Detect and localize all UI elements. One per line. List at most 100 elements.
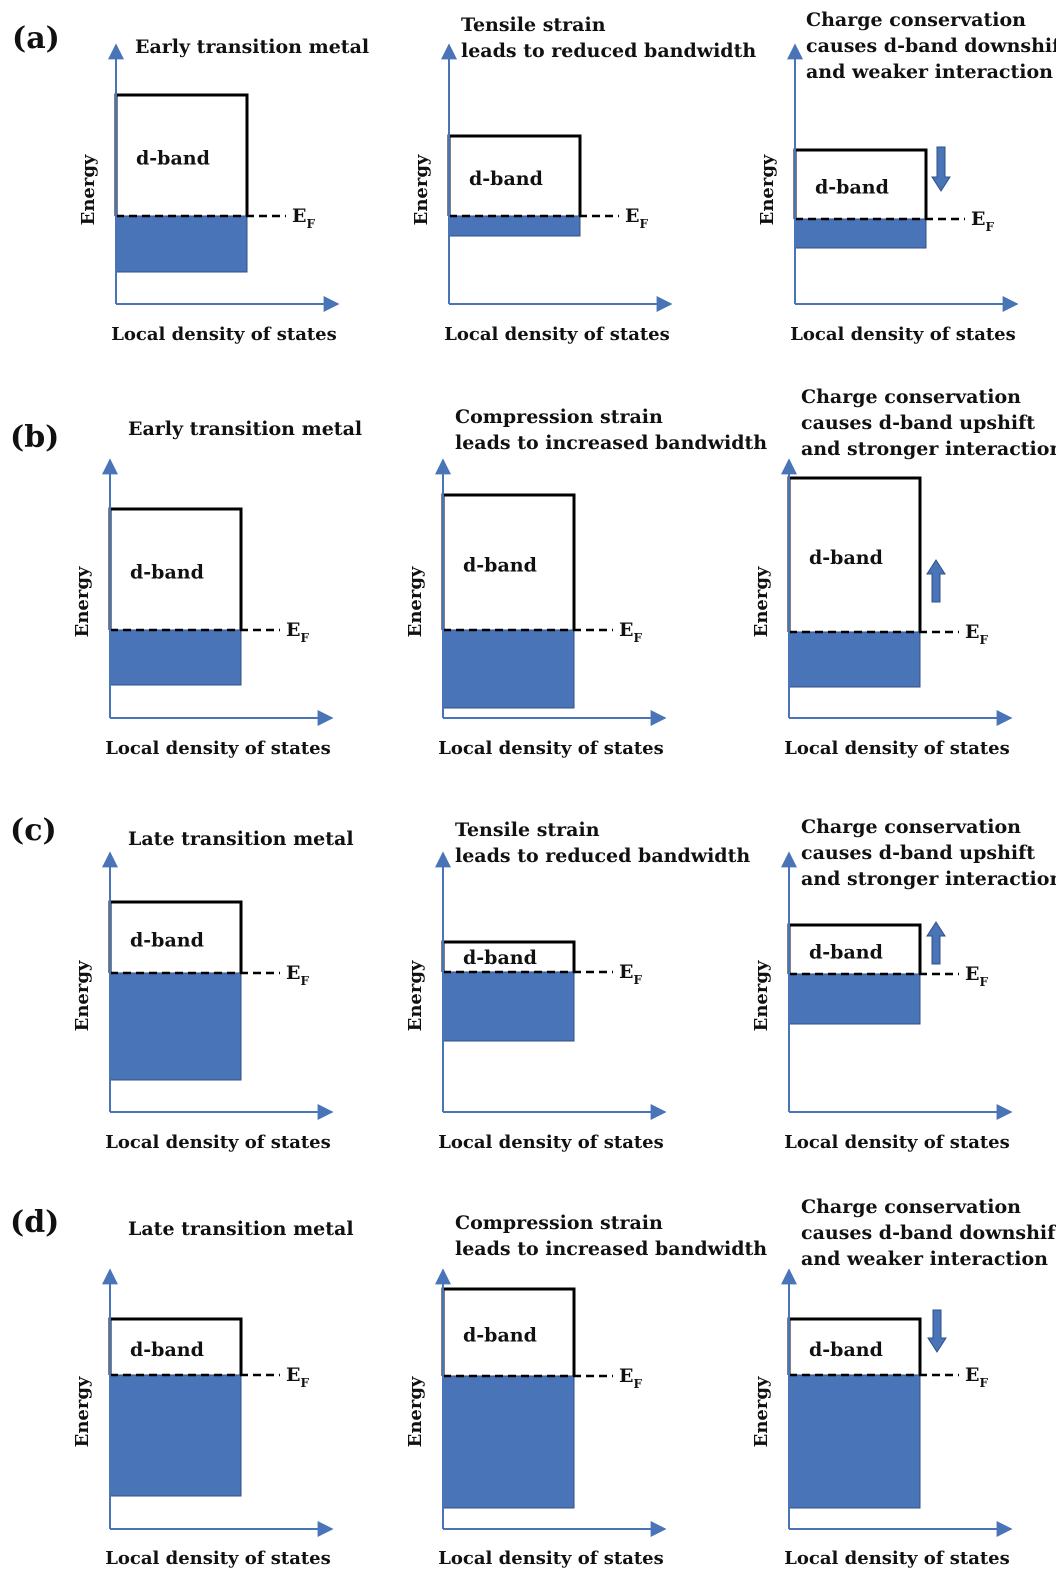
fermi-level-label: EF [619, 961, 642, 987]
y-axis-label: Energy [78, 154, 99, 225]
panel-label: (d) [10, 1205, 59, 1240]
fermi-level-label: EF [619, 619, 642, 645]
fermi-level-subscript: F [639, 217, 648, 231]
panel-title-line: Early transition metal [128, 418, 362, 440]
upshift-arrow-icon [926, 921, 946, 965]
occupied-states-fill [442, 1375, 575, 1509]
panel-label: (c) [10, 813, 57, 848]
panel-title-line: Late transition metal [128, 1218, 354, 1240]
panel-title-line: leads to reduced bandwidth [461, 40, 756, 62]
occupied-states-fill [794, 218, 927, 249]
d-band-label: d-band [463, 1325, 537, 1347]
d-band-label: d-band [130, 1339, 204, 1361]
fermi-level-label: EF [619, 1365, 642, 1391]
fermi-level-subscript: F [306, 217, 315, 231]
panel-title-line: causes d-band downshift [801, 1222, 1056, 1244]
panel-title-line: and stronger interaction [801, 868, 1056, 890]
panel-title-line: causes d-band upshift [801, 842, 1035, 864]
fermi-level-letter: E [619, 619, 633, 641]
fermi-level-letter: E [965, 1364, 979, 1386]
downshift-arrow-icon [931, 146, 951, 192]
d-band-label: d-band [809, 942, 883, 964]
occupied-states-fill [109, 972, 242, 1081]
figure-row-3: (c) Late transition metald-bandEFEnergyLo… [10, 813, 1056, 1153]
panel-title-line: and weaker interaction [806, 61, 1053, 83]
panel-title-line: Compression strain [455, 406, 663, 428]
fermi-level-subscript: F [300, 631, 309, 645]
panel-title-line: Late transition metal [128, 828, 354, 850]
y-axis-label: Energy [751, 1376, 772, 1447]
occupied-states-fill [442, 629, 575, 709]
panel-title-line: Tensile strain [461, 14, 606, 36]
upshift-arrow-icon [926, 559, 946, 603]
diagram-panel: Charge conservation causes d-band upshift… [751, 816, 1056, 1153]
fermi-level-letter: E [619, 961, 633, 983]
occupied-states-fill [448, 215, 581, 237]
downshift-arrow-icon [927, 1309, 947, 1353]
figure-row-2: (b) Early transition metald-bandEFEnergyL… [10, 386, 1056, 759]
panel-title-line: leads to increased bandwidth [455, 432, 767, 454]
panel-title-line: leads to reduced bandwidth [455, 845, 750, 867]
fermi-level-letter: E [286, 619, 300, 641]
diagram-panel: Charge conservation causes d-band downshi… [751, 1196, 1056, 1569]
panel-title-line: leads to increased bandwidth [455, 1238, 767, 1260]
panel-label: (a) [12, 21, 60, 56]
fermi-level-label: EF [625, 205, 648, 231]
fermi-level-subscript: F [633, 973, 642, 987]
panel-title-line: and weaker interaction [801, 1248, 1048, 1270]
panel-title-line: and stronger interaction [801, 438, 1056, 460]
x-axis-label: Local density of states [438, 1132, 664, 1153]
y-axis-label: Energy [405, 960, 426, 1031]
d-band-label: d-band [809, 1339, 883, 1361]
fermi-level-letter: E [286, 962, 300, 984]
diagram-panel: Early transition metal d-band EF Energy Loca… [72, 418, 362, 759]
fermi-level-letter: E [971, 208, 985, 230]
d-band-label: d-band [809, 547, 883, 569]
x-axis-label: Local density of states [784, 1132, 1010, 1153]
diagram-panel: Tensile strain leads to reduced bandwidth… [405, 819, 750, 1153]
diagram-panel: Charge conservation causes d-band downshi… [757, 9, 1056, 345]
occupied-states-fill [788, 1374, 921, 1509]
y-axis-label: Energy [72, 960, 93, 1031]
diagram-panel: Compression strain leads to increased ban… [405, 1212, 767, 1569]
diagram-panel: Tensile strain leads to reduced bandwidth… [411, 14, 756, 345]
fermi-level-letter: E [625, 205, 639, 227]
x-axis-label: Local density of states [438, 738, 664, 759]
fermi-level-letter: E [292, 205, 306, 227]
fermi-level-label: EF [965, 621, 988, 647]
occupied-states-fill [788, 631, 921, 688]
fermi-level-subscript: F [633, 631, 642, 645]
y-axis-label: Energy [405, 1376, 426, 1447]
panel-title-line: Early transition metal [135, 36, 369, 58]
d-band-label: d-band [130, 930, 204, 952]
fermi-level-letter: E [965, 621, 979, 643]
d-band-label: d-band [463, 947, 537, 969]
fermi-level-label: EF [292, 205, 315, 231]
x-axis-label: Local density of states [438, 1548, 664, 1569]
occupied-states-fill [442, 971, 575, 1042]
fermi-level-subscript: F [985, 220, 994, 234]
d-band-label: d-band [463, 555, 537, 577]
fermi-level-letter: E [286, 1364, 300, 1386]
d-band-label: d-band [469, 168, 543, 190]
diagram-panel: Compression strain leads to increased ban… [405, 406, 767, 759]
figure-row-4: (d) Late transition metald-bandEFEnergyLo… [10, 1196, 1056, 1569]
fermi-level-label: EF [971, 208, 994, 234]
fermi-level-subscript: F [979, 633, 988, 647]
diagram-panel: Charge conservation causes d-band upshift… [751, 386, 1056, 759]
panel-title-line: Tensile strain [455, 819, 600, 841]
fermi-level-subscript: F [633, 1377, 642, 1391]
y-axis-label: Energy [751, 960, 772, 1031]
diagram-panel: Late transition metal d-band EF Energy Local… [72, 828, 354, 1153]
panel-label: (b) [10, 420, 59, 455]
panel-title-line: Charge conservation [801, 1196, 1021, 1218]
y-axis-label: Energy [405, 566, 426, 637]
fermi-level-label: EF [965, 1364, 988, 1390]
diagram-panel: Late transition metal d-band EF Energy Local… [72, 1218, 354, 1569]
fermi-level-label: EF [286, 962, 309, 988]
fermi-level-subscript: F [979, 975, 988, 989]
d-band-label: d-band [130, 562, 204, 584]
panel-title-line: Compression strain [455, 1212, 663, 1234]
x-axis-label: Local density of states [784, 738, 1010, 759]
